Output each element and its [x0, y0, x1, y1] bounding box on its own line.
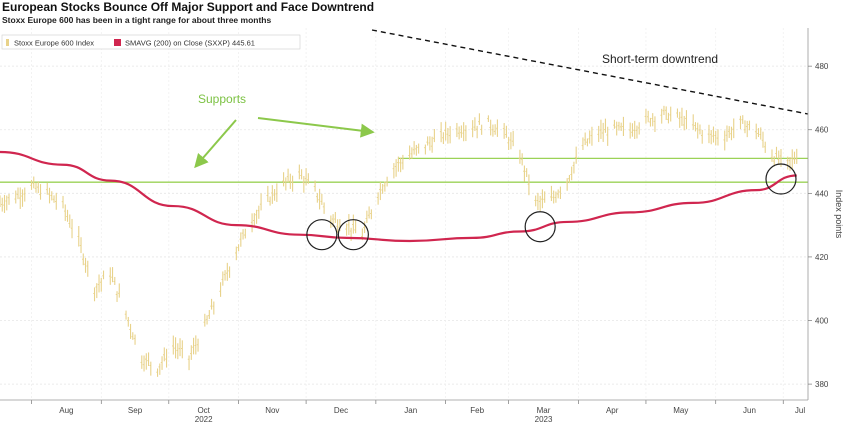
arrow-lower-support: [194, 119, 237, 169]
x-tick-label: Feb: [470, 406, 484, 415]
x-year-label: 2023: [535, 415, 553, 424]
y-tick-label: 380: [815, 380, 829, 389]
axes: 380 400 420 440 460 480 Aug Sep Oct Nov Dec Jan Feb M…: [0, 28, 844, 424]
x-tick-label: Apr: [606, 406, 619, 415]
chart-subtitle: Stoxx Europe 600 has been in a tight ran…: [2, 15, 272, 25]
y-tick-label: 400: [815, 317, 829, 326]
y-tick-label: 440: [815, 189, 829, 198]
bounce-circle: [306, 219, 338, 251]
legend-label-smavg: SMAVG (200) on Close (SXXP) 445.61: [125, 39, 255, 48]
chart-title: European Stocks Bounce Off Major Support…: [2, 0, 375, 14]
annotation-supports: Supports: [198, 92, 246, 106]
bounce-circle: [765, 163, 797, 195]
series-line-smavg: [0, 150, 797, 243]
x-tick-label: Oct: [197, 406, 210, 415]
bounce-circle: [524, 211, 556, 243]
index-series: [0, 105, 798, 377]
legend-swatch-smavg: [114, 39, 121, 46]
bounce-circle: [337, 219, 369, 251]
x-tick-label: Aug: [59, 406, 73, 415]
annotation-short-term-downtrend: Short-term downtrend: [602, 52, 718, 66]
y-tick-label: 420: [815, 253, 829, 262]
x-tick-label: Dec: [334, 406, 348, 415]
x-tick-label: Sep: [128, 406, 143, 415]
support-lines: [0, 157, 808, 183]
legend: Stoxx Europe 600 Index SMAVG (200) on Cl…: [1, 34, 301, 50]
y-axis-title: Index points: [834, 190, 844, 239]
legend-label-index: Stoxx Europe 600 Index: [14, 39, 94, 48]
support-arrows: [194, 117, 375, 169]
downtrend-line: [371, 29, 809, 115]
legend-box: [1, 34, 301, 50]
x-year-label: 2022: [195, 415, 213, 424]
arrow-upper-support: [257, 117, 375, 138]
bounce-circles: [306, 163, 797, 251]
x-tick-label: Nov: [265, 406, 279, 415]
x-tick-label: Mar: [537, 406, 551, 415]
x-tick-label: May: [673, 406, 688, 415]
x-tick-label: Jun: [743, 406, 756, 415]
gridlines: [0, 28, 808, 400]
y-tick-label: 480: [815, 62, 829, 71]
y-tick-label: 460: [815, 126, 829, 135]
x-tick-label: Jan: [404, 406, 417, 415]
legend-swatch-index: [6, 39, 9, 46]
x-tick-label: Jul: [795, 406, 805, 415]
